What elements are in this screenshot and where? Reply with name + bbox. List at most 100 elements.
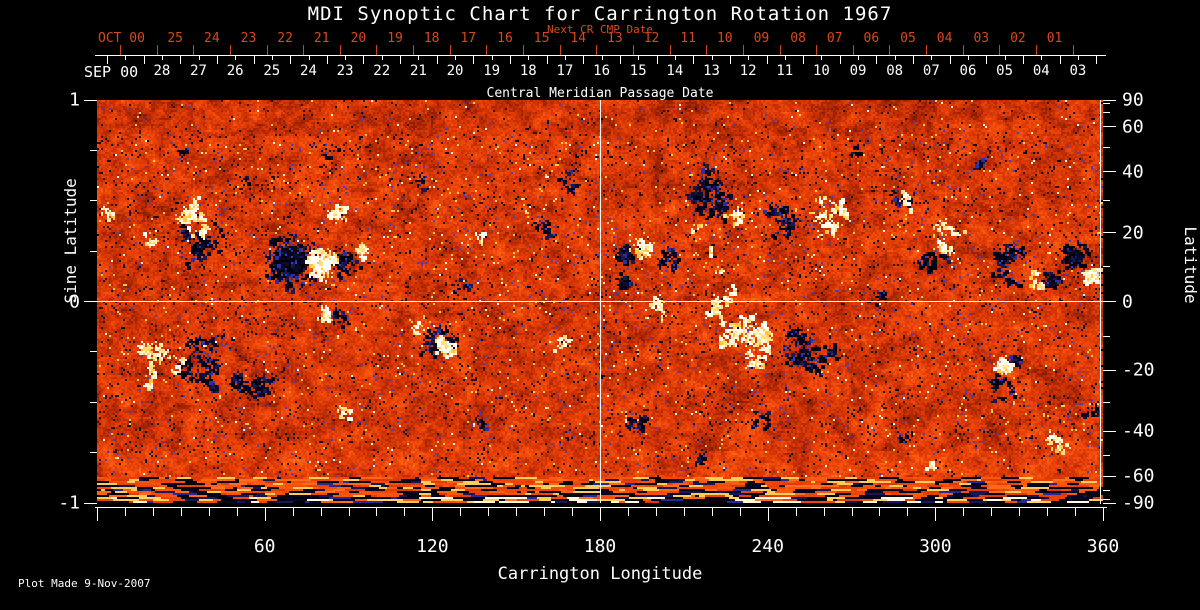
cmp-major-tick xyxy=(766,55,768,64)
right-minor-tick xyxy=(1103,146,1110,148)
bottom-axis-line xyxy=(95,507,1107,508)
bottom-minor-tick xyxy=(236,507,238,516)
cmp-day-label: 25 xyxy=(263,63,281,79)
cmp-day-label: 28 xyxy=(153,63,171,79)
cmp-major-tick xyxy=(510,55,512,64)
cmp-minor-tick xyxy=(161,55,163,60)
bottom-tick-label: 120 xyxy=(416,536,449,557)
right-major-tick xyxy=(1103,301,1116,302)
right-minor-tick xyxy=(1103,401,1110,403)
cmp-minor-tick xyxy=(491,55,493,60)
cmp-day-label: 14 xyxy=(666,63,684,79)
cmp-day-label: 20 xyxy=(446,63,464,79)
bottom-minor-tick xyxy=(851,507,853,516)
bottom-minor-tick xyxy=(1075,507,1077,516)
next-cr-tick xyxy=(120,45,121,55)
right-minor-tick xyxy=(1103,455,1110,457)
cmp-day-label: 22 xyxy=(373,63,391,79)
bottom-minor-tick xyxy=(152,507,154,516)
cmp-major-tick xyxy=(803,55,805,64)
next-cr-tick xyxy=(523,45,525,55)
next-cr-cmp-date-label: Next CR CMP Date xyxy=(547,23,653,36)
next-cr-tick xyxy=(816,45,818,55)
bottom-minor-tick xyxy=(292,507,294,516)
right-plot-edge-line xyxy=(1100,100,1101,504)
cmp-day-label: 18 xyxy=(519,63,537,79)
bottom-minor-tick xyxy=(627,507,629,516)
next-cr-day-label: 13 xyxy=(607,31,623,46)
cmp-minor-tick xyxy=(1077,55,1079,60)
left-major-tick xyxy=(84,99,97,101)
bottom-minor-tick xyxy=(907,507,909,516)
next-cr-day-label: 18 xyxy=(423,31,440,46)
cmp-minor-tick xyxy=(125,55,127,60)
magnetogram-image xyxy=(97,100,1103,503)
right-major-tick xyxy=(1103,99,1116,101)
next-cr-tick xyxy=(193,45,195,55)
right-tick-label: -20 xyxy=(1122,359,1155,381)
cmp-major-tick xyxy=(326,55,328,64)
cmp-major-tick xyxy=(436,55,438,64)
bottom-major-tick xyxy=(97,507,98,521)
bottom-minor-tick xyxy=(991,507,993,516)
next-cr-day-label: 02 xyxy=(1010,31,1026,46)
right-minor-tick xyxy=(1103,266,1110,267)
next-cr-tick xyxy=(779,45,781,55)
next-cr-tick xyxy=(486,45,488,55)
bottom-minor-tick xyxy=(963,507,965,516)
chart-title: MDI Synoptic Chart for Carrington Rotati… xyxy=(307,3,893,25)
left-minor-tick xyxy=(90,401,97,403)
left-minor-tick xyxy=(90,351,97,353)
cmp-axis-line xyxy=(95,55,1106,56)
next-cr-day-label: 06 xyxy=(863,31,880,46)
left-minor-tick xyxy=(90,452,97,454)
right-minor-tick xyxy=(1103,499,1110,501)
next-cr-day-label: 21 xyxy=(313,31,330,46)
cmp-day-label: 08 xyxy=(886,63,904,79)
cmp-day-label: 21 xyxy=(409,63,427,79)
cmp-day-label: 07 xyxy=(922,63,940,79)
left-major-tick xyxy=(84,502,97,504)
next-cr-tick xyxy=(889,45,891,55)
cmp-major-tick xyxy=(363,55,365,64)
cmp-day-label: 06 xyxy=(959,63,977,79)
cmp-minor-tick xyxy=(1004,55,1006,60)
next-cr-day-label: 20 xyxy=(350,31,367,46)
cmp-minor-tick xyxy=(821,55,823,60)
next-cr-day-label: 16 xyxy=(497,31,513,46)
cmp-major-tick xyxy=(107,55,108,64)
cmp-day-label: 16 xyxy=(593,63,611,79)
bottom-minor-tick xyxy=(683,507,685,516)
bottom-tick-label: 60 xyxy=(253,536,276,557)
bottom-minor-tick xyxy=(544,507,546,516)
next-cr-tick xyxy=(706,45,708,55)
next-cr-day-label: 24 xyxy=(204,31,220,46)
cmp-major-tick xyxy=(986,55,988,64)
cmp-day-label: 15 xyxy=(629,63,647,79)
next-cr-tick xyxy=(1036,45,1037,55)
right-major-tick xyxy=(1103,430,1116,432)
cmp-day-label: 27 xyxy=(190,63,207,79)
right-tick-label: 20 xyxy=(1122,222,1144,244)
bottom-tick-label: 360 xyxy=(1086,536,1120,557)
bottom-minor-tick xyxy=(320,507,322,516)
right-minor-tick xyxy=(1103,490,1110,492)
bottom-minor-tick xyxy=(655,507,657,516)
right-major-tick xyxy=(1103,126,1116,128)
next-cr-tick xyxy=(413,45,415,55)
cmp-major-tick xyxy=(839,55,841,64)
cmp-minor-tick xyxy=(968,55,970,60)
cmp-major-tick xyxy=(253,55,255,64)
left-tick-label: 1 xyxy=(69,89,80,111)
right-tick-label: 0 xyxy=(1122,291,1133,312)
next-cr-day-label: 10 xyxy=(716,31,733,46)
cmp-minor-tick xyxy=(674,55,676,60)
next-cr-day-label: 01 xyxy=(1046,31,1063,46)
next-cr-tick xyxy=(596,45,598,55)
cmp-major-tick xyxy=(583,55,585,64)
next-cr-day-label: 05 xyxy=(900,31,916,46)
cmp-minor-tick xyxy=(235,55,237,60)
next-cr-tick xyxy=(229,45,231,55)
cmp-major-tick xyxy=(693,55,695,64)
